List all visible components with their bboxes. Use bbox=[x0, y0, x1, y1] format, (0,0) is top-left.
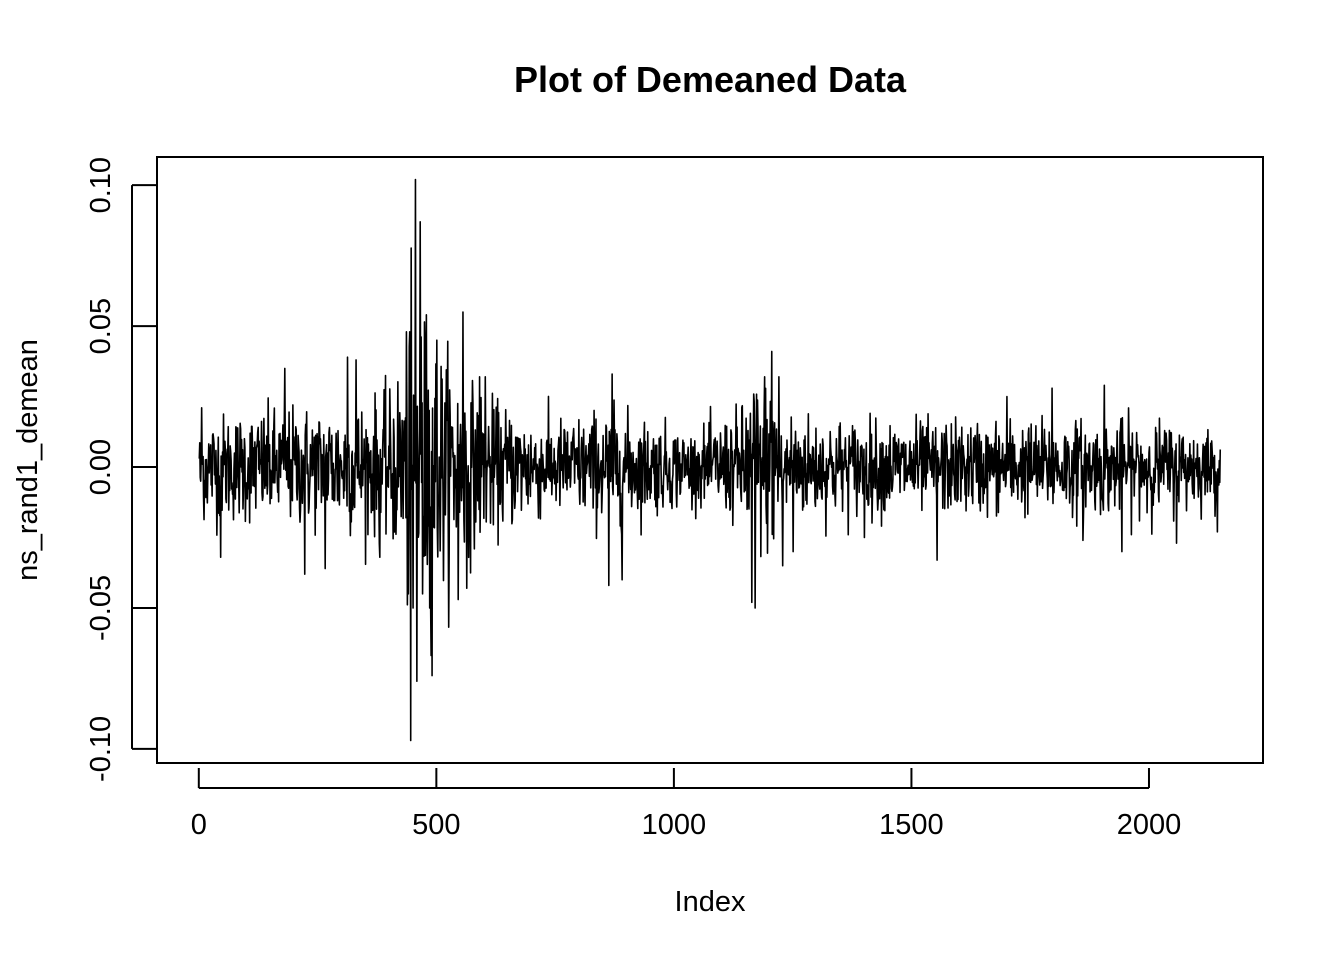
y-axis-label: ns_rand1_demean bbox=[12, 339, 44, 581]
y-tick-label: 0.05 bbox=[85, 298, 117, 354]
x-axis-label: Index bbox=[675, 886, 746, 918]
x-tick-label: 1500 bbox=[879, 809, 944, 841]
x-tick-label: 500 bbox=[412, 809, 460, 841]
y-axis: -0.10 -0.05 0.00 0.05 0.10 bbox=[85, 157, 156, 782]
y-tick-label: -0.05 bbox=[85, 575, 117, 641]
chart-title: Plot of Demeaned Data bbox=[514, 59, 907, 100]
y-tick-label: 0.10 bbox=[85, 157, 117, 213]
x-tick-label: 1000 bbox=[642, 809, 707, 841]
y-tick-label: 0.00 bbox=[85, 439, 117, 495]
series-line bbox=[198, 178, 1222, 742]
plot-frame bbox=[156, 156, 1264, 764]
y-tick-label: -0.10 bbox=[85, 716, 117, 782]
x-tick-label: 2000 bbox=[1117, 809, 1182, 841]
x-axis: 0 500 1000 1500 2000 bbox=[191, 768, 1181, 841]
x-tick-label: 0 bbox=[191, 809, 207, 841]
